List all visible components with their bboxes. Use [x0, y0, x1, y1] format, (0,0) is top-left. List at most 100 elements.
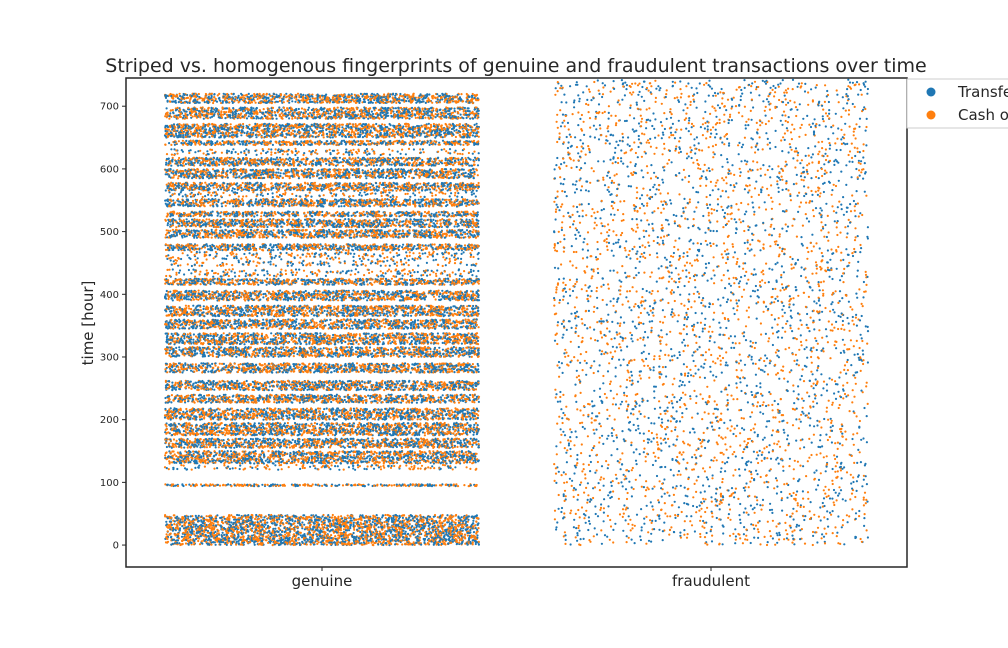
scatter-point: [326, 527, 328, 529]
scatter-point: [376, 519, 378, 521]
scatter-point: [274, 528, 276, 530]
scatter-point: [383, 456, 385, 458]
scatter-point: [382, 451, 384, 453]
scatter-point: [369, 530, 371, 532]
scatter-point: [338, 451, 340, 453]
scatter-point: [388, 526, 390, 528]
scatter-point: [269, 442, 271, 444]
scatter-point: [323, 535, 325, 537]
scatter-point: [234, 484, 236, 486]
scatter-point: [185, 527, 187, 529]
scatter-point: [364, 461, 366, 463]
scatter-point: [443, 455, 445, 457]
scatter-point: [394, 543, 396, 545]
scatter-point: [351, 456, 353, 458]
scatter-point: [361, 515, 363, 517]
scatter-point: [197, 520, 199, 522]
scatter-point: [449, 518, 451, 520]
scatter-point: [469, 461, 471, 463]
scatter-point: [173, 450, 175, 452]
scatter-point: [286, 515, 288, 517]
scatter-point: [237, 458, 239, 460]
scatter-point: [273, 458, 275, 460]
scatter-point: [386, 530, 388, 532]
scatter-point: [327, 455, 329, 457]
scatter-point: [329, 526, 331, 528]
scatter-point: [439, 484, 441, 486]
scatter-point: [254, 544, 256, 546]
scatter-point: [230, 450, 232, 452]
scatter-point: [310, 541, 312, 543]
scatter-point: [390, 543, 392, 545]
scatter-point: [322, 531, 324, 533]
scatter-point: [362, 534, 364, 536]
scatter-point: [284, 541, 286, 543]
scatter-point: [391, 462, 393, 464]
scatter-point: [456, 461, 458, 463]
scatter-point: [460, 440, 462, 442]
scatter-point: [434, 520, 436, 522]
scatter-point: [398, 485, 400, 487]
scatter-point: [419, 459, 421, 461]
scatter-point: [288, 522, 290, 524]
scatter-point: [246, 455, 248, 457]
scatter-point: [299, 524, 301, 526]
scatter-point: [277, 450, 279, 452]
scatter-point: [356, 453, 358, 455]
scatter-point: [422, 484, 424, 486]
scatter-point: [322, 521, 324, 523]
scatter-point: [411, 544, 413, 546]
scatter-point: [470, 484, 472, 486]
scatter-point: [209, 455, 211, 457]
scatter-point: [461, 541, 463, 543]
scatter-point: [400, 540, 402, 542]
scatter-point: [237, 483, 239, 485]
scatter-point: [181, 483, 183, 485]
scatter-point: [359, 542, 361, 544]
scatter-point: [236, 532, 238, 534]
scatter-point: [331, 516, 333, 518]
scatter-point: [247, 535, 249, 537]
scatter-point: [457, 537, 459, 539]
scatter-point: [295, 543, 297, 545]
scatter-point: [227, 536, 229, 538]
scatter-point: [333, 537, 335, 539]
scatter-point: [461, 537, 463, 539]
scatter-point: [451, 522, 453, 524]
scatter-point: [329, 536, 331, 538]
scatter-point: [441, 543, 443, 545]
scatter-point: [359, 451, 361, 453]
scatter-point: [374, 528, 376, 530]
scatter-point: [357, 518, 359, 520]
scatter-point: [332, 529, 334, 531]
scatter-point: [264, 530, 266, 532]
scatter-point: [432, 484, 434, 486]
scatter-point: [457, 485, 459, 487]
scatter-point: [423, 527, 425, 529]
scatter-point: [188, 544, 190, 546]
scatter-point: [477, 517, 479, 519]
scatter-point: [256, 532, 258, 534]
scatter-point: [433, 526, 435, 528]
scatter-point: [292, 528, 294, 530]
scatter-point: [209, 460, 211, 462]
scatter-point: [304, 539, 306, 541]
scatter-point: [389, 457, 391, 459]
scatter-point: [232, 523, 234, 525]
scatter-point: [213, 455, 215, 457]
scatter-point: [177, 485, 179, 487]
scatter-point: [244, 514, 246, 516]
scatter-point: [287, 540, 289, 542]
scatter-point: [274, 542, 276, 544]
scatter-point: [230, 535, 232, 537]
scatter-point: [187, 533, 189, 535]
scatter-point: [166, 533, 168, 535]
scatter-point: [424, 535, 426, 537]
scatter-point: [205, 529, 207, 531]
scatter-point: [217, 484, 219, 486]
scatter-point: [380, 445, 382, 447]
scatter-point: [204, 524, 206, 526]
scatter-point: [190, 485, 192, 487]
scatter-point: [265, 536, 267, 538]
scatter-point: [431, 518, 433, 520]
